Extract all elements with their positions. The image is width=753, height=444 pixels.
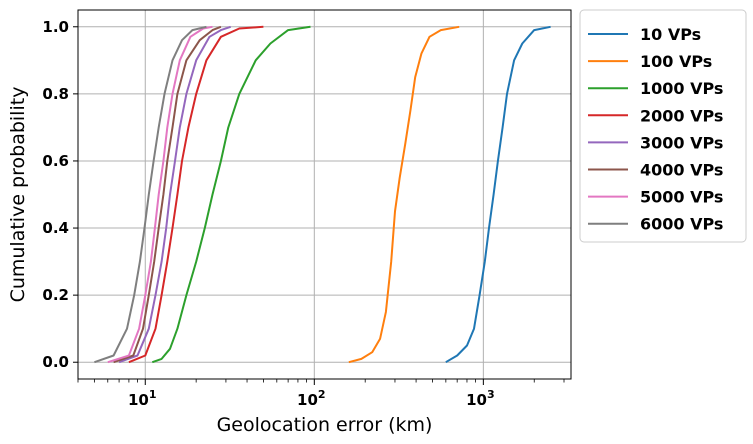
ticks: 0.0 0.2 0.4 0.6 0.8 1.0 101 102 103 — [42, 18, 565, 409]
y-axis-label: Cumulative probability — [7, 87, 29, 303]
y-tick-label: 1.0 — [42, 18, 69, 36]
x-tick-label: 102 — [297, 388, 326, 409]
series-line-100-vps — [348, 25, 460, 364]
legend-label: 5000 VPs — [640, 188, 723, 207]
legend-label: 3000 VPs — [640, 133, 723, 152]
series-line-5000-vps — [107, 25, 213, 364]
legend-label: 6000 VPs — [640, 215, 723, 234]
y-tick-label: 0.0 — [42, 353, 69, 371]
y-tick-label: 0.2 — [42, 286, 69, 304]
x-tick-label: 103 — [466, 388, 495, 409]
series-layer — [94, 25, 551, 364]
legend-box — [579, 9, 747, 243]
series-line-3000-vps — [118, 25, 232, 364]
legend-label: 4000 VPs — [640, 161, 723, 180]
y-tick-label: 0.8 — [42, 85, 69, 103]
legend-label: 10 VPs — [640, 25, 701, 44]
y-tick-label: 0.4 — [42, 219, 69, 237]
grid — [78, 10, 571, 379]
plot-frame — [77, 9, 572, 380]
series-line-10-vps — [445, 25, 551, 364]
series-line-6000-vps — [94, 25, 207, 364]
legend: 10 VPs 100 VPs 1000 VPs 2000 VPs 3000 VPs 400… — [579, 9, 747, 243]
legend-label: 100 VPs — [640, 52, 712, 71]
y-tick-label: 0.6 — [42, 152, 69, 170]
legend-label: 1000 VPs — [640, 79, 723, 98]
series-line-4000-vps — [113, 25, 222, 364]
series-line-2000-vps — [128, 25, 264, 364]
series-line-1000-vps — [151, 25, 311, 364]
legend-label: 2000 VPs — [640, 106, 723, 125]
x-axis-label: Geolocation error (km) — [217, 414, 433, 436]
x-tick-label: 101 — [128, 388, 157, 409]
